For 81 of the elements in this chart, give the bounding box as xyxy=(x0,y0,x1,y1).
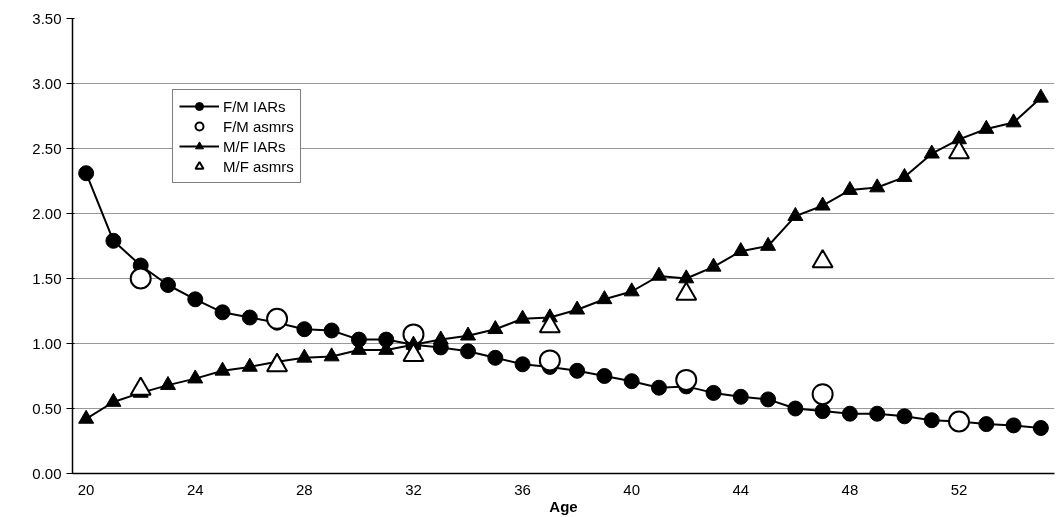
point xyxy=(323,322,340,339)
point xyxy=(1005,113,1022,128)
point xyxy=(869,405,886,422)
point xyxy=(923,144,940,159)
y-tick-label: 3.50 xyxy=(32,9,62,27)
point xyxy=(675,281,698,301)
point xyxy=(105,232,122,249)
point xyxy=(978,416,995,433)
point xyxy=(732,242,749,257)
point xyxy=(896,167,913,182)
x-tick-label: 24 xyxy=(186,480,204,498)
point xyxy=(814,196,831,211)
point xyxy=(787,206,804,221)
point xyxy=(266,353,289,373)
y-tick-label: 2.50 xyxy=(32,139,62,157)
point xyxy=(678,269,695,284)
point xyxy=(650,266,667,281)
y-tick-label: 1.00 xyxy=(32,334,62,352)
point xyxy=(159,277,176,293)
point xyxy=(596,290,613,305)
x-tick-label: 48 xyxy=(841,480,859,498)
point xyxy=(323,347,340,362)
x-tick-label: 36 xyxy=(514,480,531,498)
point xyxy=(487,320,504,335)
legend-label: F/M IARs xyxy=(223,97,286,115)
point xyxy=(841,405,858,422)
point xyxy=(978,119,995,134)
point xyxy=(266,307,289,330)
x-tick-label: 20 xyxy=(77,480,95,498)
point xyxy=(296,348,313,363)
point xyxy=(187,369,204,384)
point xyxy=(841,180,858,195)
y-tick-label: 0.50 xyxy=(32,399,62,417)
x-tick-label: 32 xyxy=(405,480,422,498)
point xyxy=(787,400,804,417)
point xyxy=(538,314,561,334)
point xyxy=(650,379,667,396)
point xyxy=(460,343,477,360)
y-tick-label: 1.50 xyxy=(32,269,62,287)
point xyxy=(760,236,777,251)
y-tick-label: 2.00 xyxy=(32,204,62,222)
point xyxy=(896,408,913,425)
point xyxy=(760,391,777,408)
point xyxy=(869,178,886,193)
x-tick-label: 28 xyxy=(296,480,313,498)
x-tick-label: 40 xyxy=(623,480,641,498)
point xyxy=(814,403,831,420)
point xyxy=(487,349,504,366)
point xyxy=(705,384,722,401)
point xyxy=(214,304,231,321)
point xyxy=(732,388,749,405)
point xyxy=(1005,417,1022,434)
point xyxy=(569,362,586,379)
point xyxy=(241,309,258,326)
point xyxy=(432,330,449,345)
point xyxy=(1032,88,1049,103)
x-tick-label: 52 xyxy=(950,480,968,498)
point xyxy=(214,361,231,376)
point xyxy=(538,349,561,372)
x-axis-title: Age xyxy=(549,497,578,515)
point xyxy=(923,412,940,429)
point xyxy=(1032,420,1049,436)
legend-label: M/F asmrs xyxy=(223,157,294,175)
point xyxy=(460,326,477,341)
legend-label: M/F IARs xyxy=(223,137,286,155)
point xyxy=(241,357,258,372)
point xyxy=(705,257,722,272)
y-tick-label: 3.00 xyxy=(32,74,62,92)
point xyxy=(596,368,613,384)
point xyxy=(187,291,204,308)
y-tick-label: 0.00 xyxy=(32,464,62,482)
legend-label: F/M asmrs xyxy=(223,117,294,135)
point xyxy=(296,321,313,338)
point xyxy=(569,300,586,315)
point xyxy=(514,309,531,324)
point xyxy=(675,368,698,391)
x-tick-label: 44 xyxy=(732,480,750,498)
point xyxy=(623,282,640,297)
point xyxy=(811,249,834,269)
point xyxy=(623,373,640,390)
point xyxy=(514,356,531,373)
